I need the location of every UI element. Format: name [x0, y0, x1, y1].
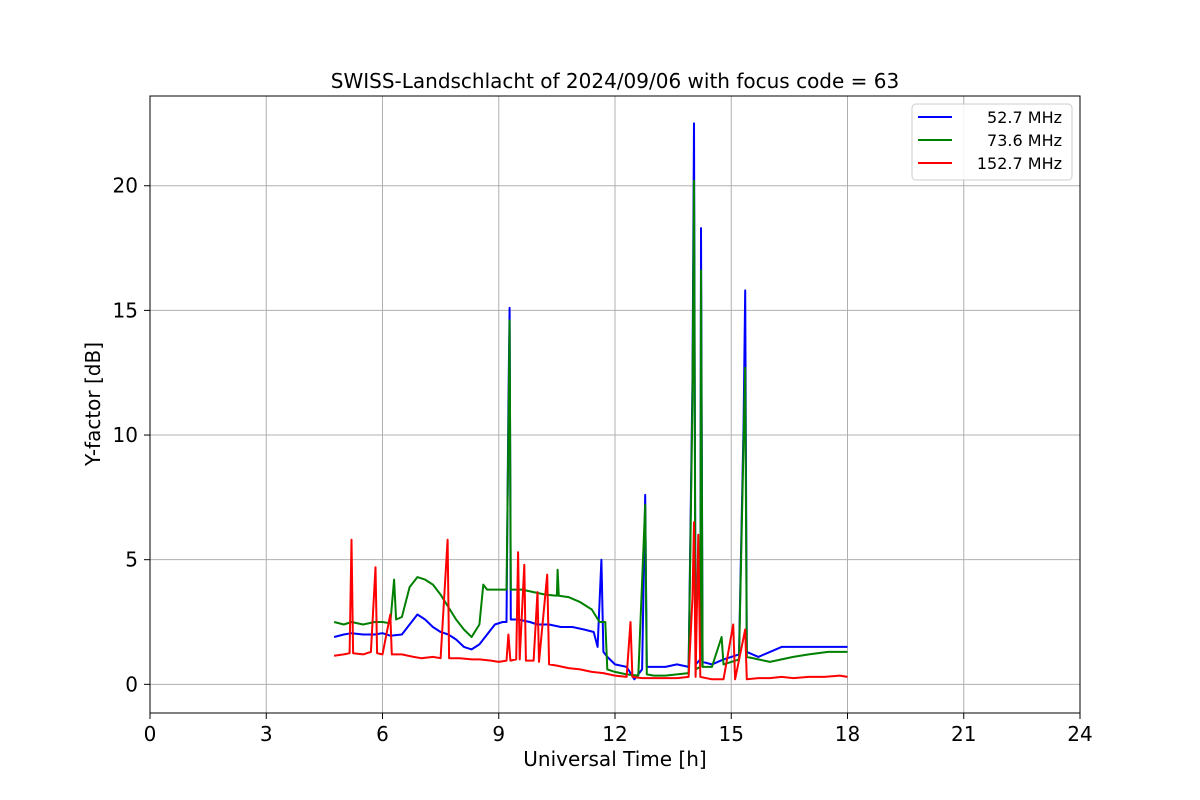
x-tick-label: 21 — [951, 722, 976, 746]
x-tick-label: 0 — [144, 722, 157, 746]
legend-box — [911, 103, 1073, 181]
legend: 52.7 MHz 73.6 MHz 152.7 MHz — [911, 103, 1073, 181]
legend-label: 152.7 MHz — [977, 154, 1062, 173]
x-axis-ticks: 0 3 6 9 12 15 18 21 24 — [144, 713, 1093, 746]
x-tick-label: 15 — [719, 722, 744, 746]
legend-label: 52.7 MHz — [987, 108, 1062, 127]
series-lines — [333, 122, 848, 681]
y-tick-label: 0 — [125, 672, 138, 696]
x-tick-label: 18 — [835, 722, 860, 746]
y-tick-label: 15 — [113, 298, 138, 322]
y-tick-label: 5 — [125, 548, 138, 572]
chart-title: SWISS-Landschlacht of 2024/09/06 with fo… — [331, 69, 899, 93]
y-axis-label: Y-factor [dB] — [81, 342, 105, 467]
series-line-52-7-mhz — [333, 122, 848, 681]
x-tick-label: 24 — [1067, 722, 1092, 746]
y-axis-ticks: 0 5 10 15 20 — [113, 174, 150, 696]
y-tick-label: 10 — [113, 423, 138, 447]
x-axis-label: Universal Time [h] — [523, 747, 706, 771]
y-tick-label: 20 — [113, 174, 138, 198]
series-line-152-7-mhz — [333, 521, 848, 681]
x-tick-label: 12 — [602, 722, 627, 746]
series-line-73-6-mhz — [333, 179, 848, 677]
legend-items: 52.7 MHz 73.6 MHz 152.7 MHz — [918, 108, 1062, 173]
x-tick-label: 3 — [260, 722, 273, 746]
x-tick-label: 6 — [376, 722, 389, 746]
x-tick-label: 9 — [492, 722, 505, 746]
legend-label: 73.6 MHz — [987, 131, 1062, 150]
